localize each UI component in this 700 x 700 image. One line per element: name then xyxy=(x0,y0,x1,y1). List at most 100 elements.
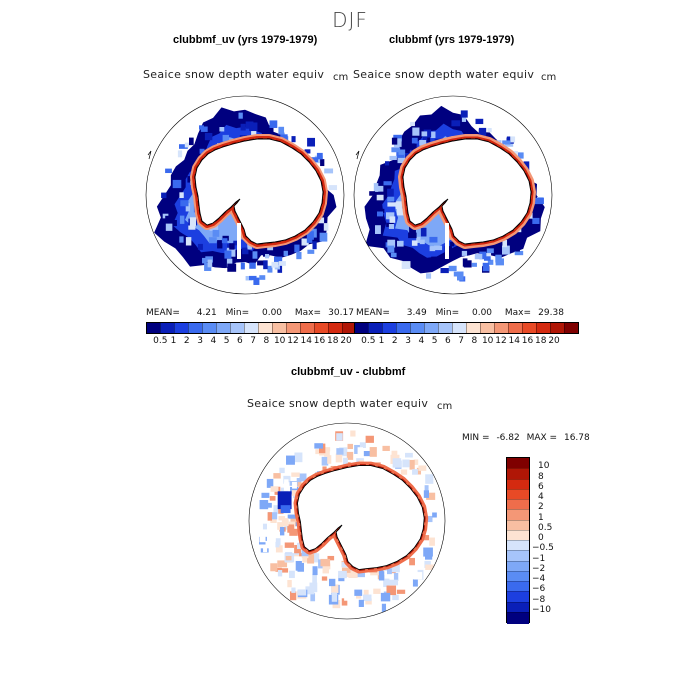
panel-1-colorbar-swatch xyxy=(244,323,258,333)
diff-colorbar-swatch xyxy=(507,529,529,542)
panel-1-colorbar-tick-label: 10 xyxy=(273,336,286,346)
diff-colorbar xyxy=(506,457,530,624)
panel-1-mean-value: 4.21 xyxy=(196,308,217,318)
panel-2-colorbar-swatch xyxy=(508,323,522,333)
diff-units: cm xyxy=(437,401,453,412)
panel-1-max-value: 30.17 xyxy=(328,308,354,318)
panel-2-colorbar-swatch xyxy=(410,323,424,333)
diff-max-label: MAX = xyxy=(526,433,558,443)
snow-depth-field xyxy=(154,107,338,285)
panel-2-colorbar-swatch xyxy=(522,323,536,333)
panel-2-colorbar-tick-label: 2 xyxy=(391,336,398,346)
panel-1-polar-map xyxy=(145,95,345,295)
panel-1-colorbar-tick-label: 2 xyxy=(183,336,190,346)
diff-polar-map xyxy=(248,422,446,620)
diff-variable: Seaice snow depth water equiv xyxy=(247,397,429,410)
panel-1-colorbar-swatch xyxy=(230,323,244,333)
panel-2-stats: MEAN= 3.49 Min= 0.00 Max= 29.38 xyxy=(356,308,564,318)
panel-1-colorbar-tick-label: 18 xyxy=(327,336,339,346)
panel-1-colorbar-swatch xyxy=(188,323,202,333)
diff-colorbar-swatch xyxy=(507,458,529,469)
panel-2-colorbar-swatch xyxy=(396,323,410,333)
panel-1-min-label: Min= xyxy=(225,308,250,318)
diff-colorbar-tick-label: 10 xyxy=(538,461,550,472)
panel-1-colorbar-tick-label: 6 xyxy=(237,336,243,346)
diff-colorbar-tick-label: 2 xyxy=(538,502,544,513)
diff-colorbar-tick-label: 6 xyxy=(538,481,544,492)
panel-1-colorbar-swatch xyxy=(147,323,160,333)
panel-2-colorbar-tick-label: 8 xyxy=(471,336,478,346)
panel-1-colorbar-tick-label: 5 xyxy=(223,336,230,346)
diff-min-value: -6.82 xyxy=(496,433,520,443)
panel-1-colorbar-tick-label: 3 xyxy=(197,336,203,346)
diff-colorbar-tick-label: −2 xyxy=(532,563,546,574)
panel-2-colorbar-labels: 0.5 1 2 3 4 5 6 7 8 10 12 14 16 18 20 xyxy=(354,336,560,348)
panel-2-colorbar-swatch xyxy=(480,323,494,333)
panel-1-min-value: 0.00 xyxy=(261,308,283,318)
panel-1-mean-label: MEAN= xyxy=(146,308,180,318)
panel-2-colorbar-tick-label: 4 xyxy=(418,336,425,346)
diff-colorbar-swatch xyxy=(507,478,529,491)
panel-1-colorbar-tick-label: 14 xyxy=(300,336,312,346)
panel-1-units: cm xyxy=(333,72,349,83)
diff-colorbar-tick-label: 0 xyxy=(538,533,544,543)
panel-1-colorbar-tick-label: 8 xyxy=(263,336,270,346)
panel-1-colorbar-swatch xyxy=(216,323,230,333)
diff-colorbar-swatch xyxy=(507,591,529,603)
panel-2-variable: Seaice snow depth water equiv xyxy=(353,68,535,81)
diff-colorbar-swatch xyxy=(507,581,529,593)
diff-colorbar-tick-label: −4 xyxy=(532,574,546,584)
panel-1-colorbar-swatch xyxy=(202,323,216,333)
panel-2-colorbar-swatch xyxy=(424,323,438,333)
panel-1-colorbar xyxy=(146,322,371,334)
panel-1-colorbar-swatch xyxy=(160,323,174,333)
diff-colorbar-tick-label: 0.5 xyxy=(538,522,553,533)
panel-2-title: clubbmf (yrs 1979-1979) xyxy=(389,34,515,46)
panel-2-polar-map xyxy=(353,95,553,295)
diff-colorbar-tick-label: −6 xyxy=(532,584,546,595)
panel-2-colorbar-swatch xyxy=(494,323,508,333)
panel-1-colorbar-tick-label: 16 xyxy=(313,336,326,346)
diff-colorbar-swatch xyxy=(507,570,529,583)
panel-1-colorbar-swatch xyxy=(342,323,356,333)
panel-1-variable: Seaice snow depth water equiv xyxy=(143,68,325,81)
diff-colorbar-tick-label: 8 xyxy=(538,471,544,482)
panel-2-colorbar xyxy=(354,322,579,334)
figure-season-title: DJF xyxy=(332,8,368,32)
diff-colorbar-tick-label: −10 xyxy=(532,604,551,615)
diff-colorbar-tick-label: 4 xyxy=(538,492,544,502)
panel-1-colorbar-labels: 0.5 1 2 3 4 5 6 7 8 10 12 14 16 18 20 xyxy=(146,336,352,348)
diff-colorbar-swatch xyxy=(507,540,529,552)
diff-max-value: 16.78 xyxy=(563,433,590,443)
panel-2-colorbar-swatch xyxy=(368,323,382,333)
diff-colorbar-swatch xyxy=(507,468,529,480)
panel-1-max-label: Max= xyxy=(294,308,322,318)
panel-1-colorbar-swatch xyxy=(272,323,286,333)
panel-1-colorbar-swatch xyxy=(286,323,300,333)
panel-1-colorbar-tick-label: 20 xyxy=(340,336,352,346)
diff-colorbar-tick-label: −8 xyxy=(532,594,546,605)
panel-1-colorbar-tick-label: 12 xyxy=(287,336,299,346)
panel-2-colorbar-swatch xyxy=(466,323,480,333)
panel-1-colorbar-swatch xyxy=(258,323,272,333)
diff-colorbar-swatch xyxy=(507,499,529,511)
panel-1-stats: MEAN= 4.21 Min= 0.00 Max= 30.17 xyxy=(146,308,354,318)
diff-colorbar-swatch xyxy=(507,509,529,521)
panel-2-colorbar-swatch xyxy=(536,323,550,333)
panel-1-colorbar-tick-label: 4 xyxy=(210,336,217,346)
diff-colorbar-tick-label: 1 xyxy=(538,512,544,523)
panel-1-colorbar-tick-label: 1 xyxy=(170,336,177,346)
panel-2-min-label: Min= xyxy=(435,308,460,318)
snow-depth-field xyxy=(364,105,545,282)
panel-2-colorbar-tick-label: 16 xyxy=(521,336,534,346)
panel-2-colorbar-swatch xyxy=(438,323,452,333)
panel-2-colorbar-tick-label: 7 xyxy=(458,336,465,346)
diff-colorbar-swatch xyxy=(507,611,529,624)
panel-2-colorbar-tick-label: 20 xyxy=(548,336,560,346)
panel-2-mean-label: MEAN= xyxy=(356,308,390,318)
diff-colorbar-swatch xyxy=(507,560,529,573)
panel-2-mean-value: 3.49 xyxy=(406,308,427,318)
diff-colorbar-tick-label: −1 xyxy=(532,553,546,564)
diff-colorbar-swatch xyxy=(507,601,529,614)
panel-2-max-value: 29.38 xyxy=(538,308,564,318)
